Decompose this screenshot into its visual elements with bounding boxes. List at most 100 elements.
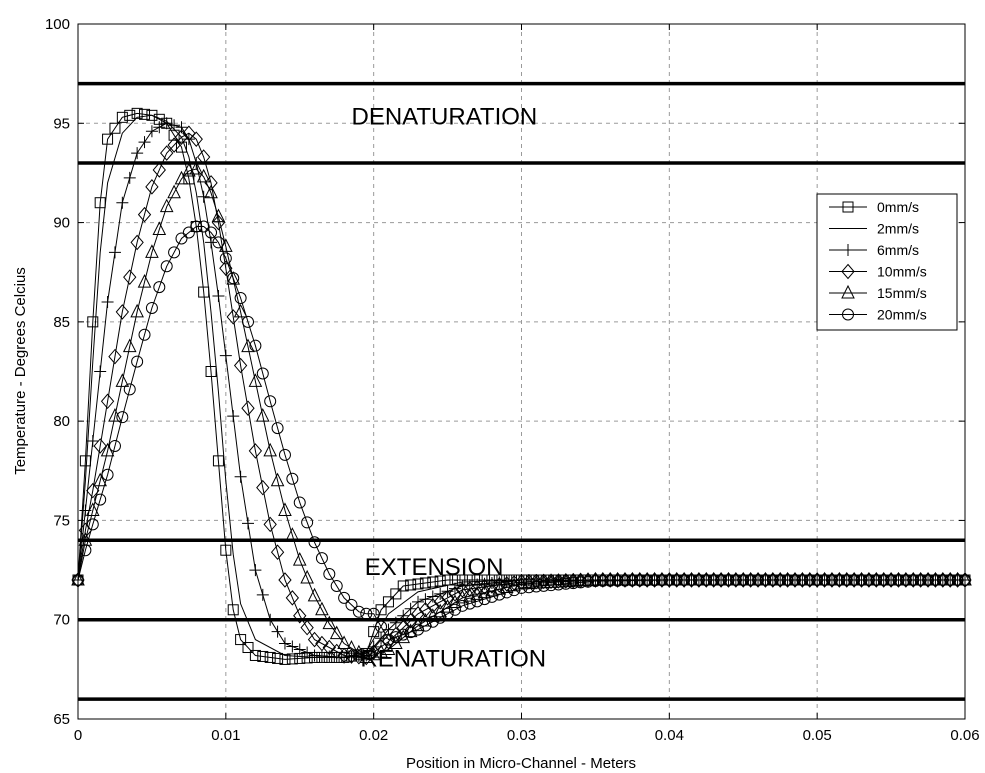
x-tick-label: 0.03 (507, 727, 536, 744)
diamond-marker (93, 438, 107, 454)
circle-marker (715, 574, 728, 586)
triangle-marker (233, 303, 248, 318)
circle-marker (419, 619, 432, 632)
diamond-marker (256, 479, 270, 496)
square-marker (279, 653, 291, 665)
square-marker (139, 108, 151, 120)
diamond-marker (485, 578, 499, 594)
diamond-marker (537, 573, 551, 590)
x-tick-label: 0 (74, 727, 82, 744)
circle-marker (301, 516, 314, 529)
x-axis-label: Position in Micro-Channel - Meters (406, 755, 636, 772)
circle-marker (537, 579, 550, 592)
diamond-marker (448, 586, 462, 602)
circle-marker (485, 590, 498, 603)
series-line (77, 226, 965, 641)
plus-marker (842, 244, 854, 256)
triangle-marker (189, 160, 204, 175)
square-marker (220, 544, 232, 556)
circle-marker (596, 574, 609, 587)
triangle-marker (241, 338, 255, 353)
circle-marker (360, 607, 373, 620)
circle-marker (796, 574, 809, 586)
legend-label: 2mm/s (877, 221, 919, 237)
diamond-marker (440, 590, 455, 606)
circle-marker (766, 574, 779, 586)
diamond-marker (551, 573, 566, 589)
circle-marker (862, 574, 875, 586)
circle-marker (131, 355, 144, 368)
circle-marker (611, 574, 624, 587)
triangle-marker (448, 594, 462, 609)
triangle-marker (352, 644, 366, 659)
y-tick-label: 65 (53, 711, 70, 728)
circle-marker (929, 574, 942, 586)
circle-marker (648, 574, 661, 587)
circle-marker (308, 536, 321, 549)
circle-marker (79, 544, 92, 557)
triangle-marker (655, 571, 669, 586)
circle-marker (256, 367, 269, 380)
circle-marker (811, 574, 824, 586)
series-line (77, 168, 965, 658)
series-line (77, 112, 965, 660)
circle-marker (101, 468, 114, 481)
circle-marker (471, 595, 484, 608)
plus-marker (182, 133, 195, 146)
square-marker (124, 109, 136, 121)
square-marker (116, 111, 128, 123)
circle-marker (922, 574, 935, 586)
triangle-marker (248, 373, 263, 387)
y-axis-label: Temperature - Degrees Celcius (12, 267, 29, 475)
diamond-marker (100, 393, 115, 410)
circle-marker (604, 574, 617, 587)
circle-marker (641, 574, 654, 587)
circle-marker (729, 574, 742, 586)
plus-marker (286, 640, 299, 653)
diamond-marker (233, 357, 248, 374)
plus-marker (160, 117, 173, 130)
square-marker (242, 642, 254, 654)
diamond-marker (167, 137, 181, 153)
plus-marker (242, 517, 255, 530)
band-label: EXTENSION (365, 554, 504, 581)
circle-marker (759, 574, 772, 586)
circle-marker (382, 633, 395, 646)
circle-marker (182, 226, 195, 239)
circle-marker (574, 576, 587, 589)
diamond-marker (307, 631, 322, 648)
diamond-marker (433, 594, 447, 610)
diamond-marker (189, 131, 203, 147)
plus-marker (404, 602, 417, 615)
circle-marker (345, 598, 358, 611)
circle-marker (463, 597, 476, 610)
triangle-marker (108, 408, 122, 422)
triangle-marker (174, 170, 189, 185)
triangle-marker (344, 640, 359, 654)
square-marker (412, 578, 424, 590)
circle-marker (123, 383, 136, 396)
triangle-marker (255, 408, 270, 422)
square-marker (397, 580, 409, 592)
triangle-marker (841, 284, 855, 299)
diamond-marker (278, 572, 292, 588)
plus-marker (271, 625, 284, 638)
triangle-marker (122, 338, 137, 353)
legend-label: 20mm/s (877, 307, 927, 323)
diamond-marker (426, 598, 440, 614)
circle-marker (559, 577, 572, 590)
circle-marker (138, 328, 151, 341)
circle-marker (737, 574, 750, 586)
diamond-marker (322, 639, 336, 656)
triangle-marker (337, 635, 351, 650)
circle-marker (293, 496, 306, 509)
triangle-marker (329, 625, 344, 640)
triangle-marker (647, 571, 662, 586)
circle-marker (271, 422, 284, 435)
circle-marker (626, 574, 639, 587)
plus-marker (234, 470, 247, 483)
y-tick-label: 75 (53, 512, 70, 529)
plus-marker (116, 196, 129, 209)
diamond-marker (544, 573, 558, 589)
y-tick-label: 95 (53, 115, 70, 132)
